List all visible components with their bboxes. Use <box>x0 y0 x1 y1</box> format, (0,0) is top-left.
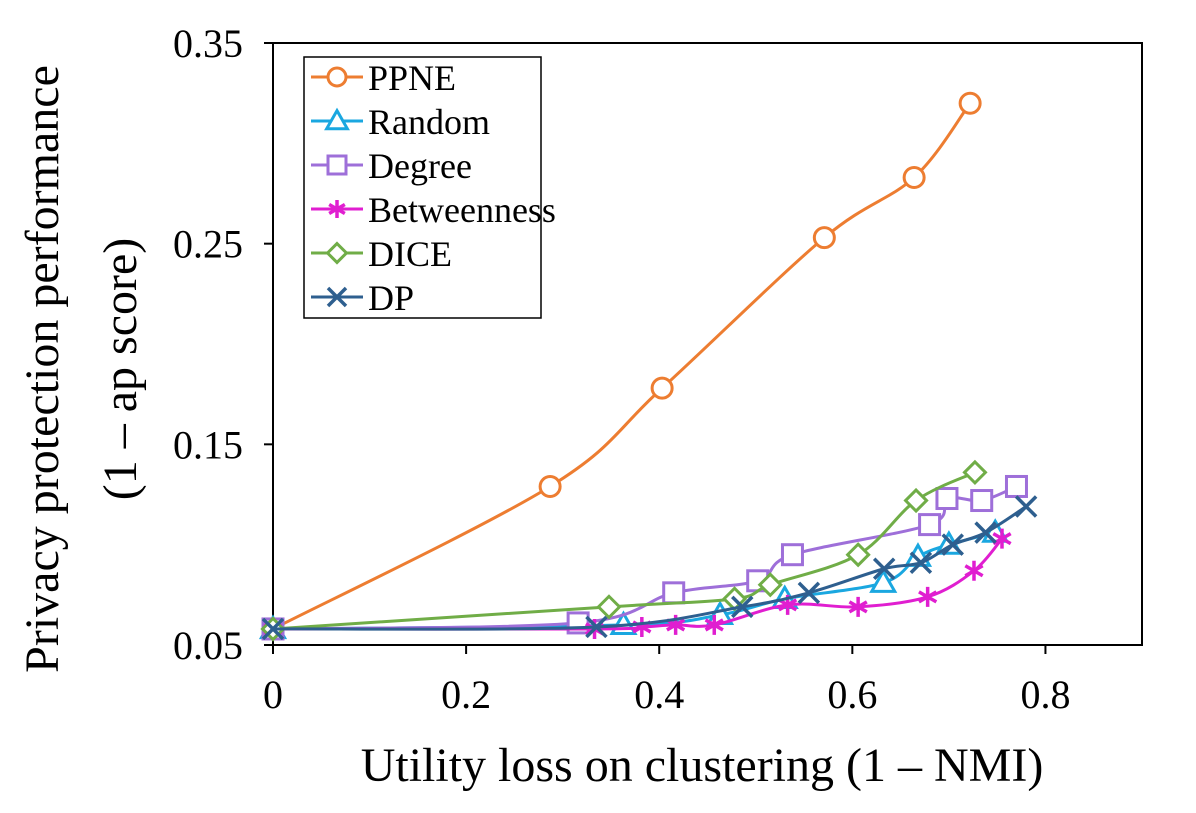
data-point-ppne <box>812 226 836 250</box>
x-tick-label: 0.8 <box>1020 672 1070 717</box>
y-tick-label: 0.35 <box>173 21 243 66</box>
data-point-dp <box>941 533 964 556</box>
data-point-dice <box>903 487 929 514</box>
data-point-dp <box>872 557 896 580</box>
data-point-betweenness <box>918 586 938 607</box>
data-point-ppne <box>902 165 926 189</box>
series-dp <box>261 495 1038 641</box>
data-point-betweenness <box>704 614 724 635</box>
data-point-ppne <box>538 474 562 498</box>
data-point-degree <box>780 543 804 567</box>
legend-marker-dice <box>325 241 349 265</box>
legend-label-betweenness: Betweenness <box>368 190 556 230</box>
legend-marker-betweenness <box>328 200 346 218</box>
data-point-ppne <box>650 376 674 400</box>
data-point-dp <box>909 551 933 574</box>
legend-label-dp: DP <box>368 278 414 318</box>
y-axis-label-line2: (1 – ap score) <box>94 238 147 501</box>
data-point-dice <box>596 594 622 620</box>
series-line-dice <box>272 471 976 631</box>
legend-label-ppne: PPNE <box>368 58 456 98</box>
data-point-dp <box>974 521 997 544</box>
series-line-betweenness <box>272 537 1004 631</box>
data-point-degree <box>1004 474 1028 498</box>
y-tick-label: 0.15 <box>173 422 243 467</box>
plot-frame <box>272 42 1143 646</box>
legend-box <box>303 56 542 319</box>
data-point-betweenness <box>964 560 984 581</box>
data-point-betweenness <box>848 596 868 617</box>
data-point-dp <box>261 617 285 641</box>
data-point-ppne <box>958 91 982 115</box>
x-axis-label: Utility loss on clustering (1 – NMI) <box>361 739 1044 792</box>
x-tick-label: 0.2 <box>441 672 491 717</box>
data-point-dice <box>962 459 988 486</box>
y-tick-label: 0.05 <box>173 623 243 668</box>
x-tick-label: 0 <box>263 672 283 717</box>
x-tick-label: 0.6 <box>827 672 877 717</box>
series-degree <box>261 474 1028 641</box>
data-point-dp <box>797 581 821 605</box>
data-point-degree <box>935 487 959 511</box>
data-point-degree <box>970 489 994 513</box>
data-point-dp <box>731 595 754 619</box>
legend-marker-dp <box>326 286 348 308</box>
data-point-dice <box>757 572 783 598</box>
legend-label-degree: Degree <box>368 146 472 186</box>
data-point-dp <box>585 615 608 639</box>
series-line-dp <box>272 505 1027 631</box>
data-point-dice <box>845 542 871 568</box>
x-tick-label: 0.4 <box>634 672 684 717</box>
legend-label-dice: DICE <box>368 234 452 274</box>
legend-marker-degree <box>326 154 348 176</box>
data-point-random <box>869 568 898 593</box>
data-point-dp <box>1014 495 1038 518</box>
series-line-degree <box>272 485 1018 631</box>
legend-marker-random <box>324 107 350 131</box>
legend-label-random: Random <box>368 102 490 142</box>
legend-marker-ppne <box>326 66 348 88</box>
data-point-degree <box>918 513 942 537</box>
y-axis-label-line1: Privacy protection performance <box>16 65 69 673</box>
y-tick-label: 0.25 <box>173 222 243 267</box>
data-point-degree <box>662 581 686 605</box>
